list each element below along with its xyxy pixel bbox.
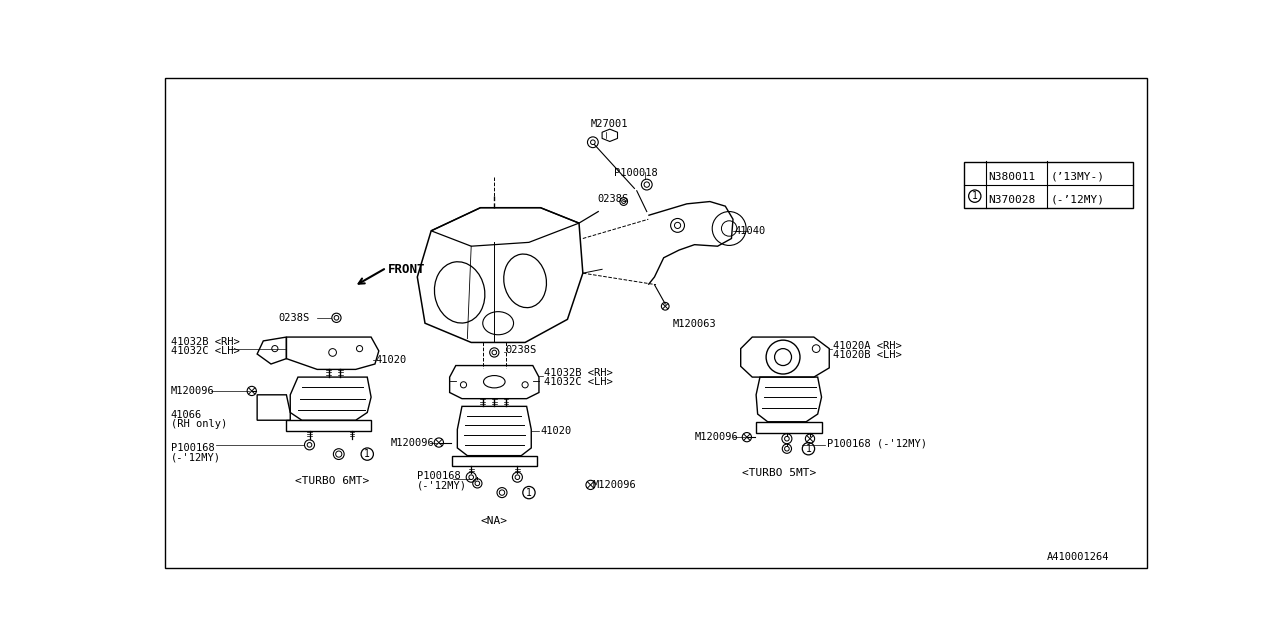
- Text: 1: 1: [972, 191, 978, 201]
- Text: 0238S: 0238S: [506, 345, 538, 355]
- Text: 1: 1: [526, 488, 532, 498]
- Text: 0238S: 0238S: [279, 313, 310, 323]
- Text: <TURBO 6MT>: <TURBO 6MT>: [296, 476, 370, 486]
- Text: A410001264: A410001264: [1047, 552, 1110, 562]
- Text: M120096: M120096: [593, 480, 636, 490]
- Text: N370028: N370028: [988, 195, 1036, 205]
- Text: 41032B <RH>: 41032B <RH>: [544, 368, 613, 378]
- Text: M120096: M120096: [695, 432, 739, 442]
- Text: (RH only): (RH only): [172, 419, 227, 429]
- Text: <TURBO 5MT>: <TURBO 5MT>: [742, 468, 817, 478]
- Text: 0238S: 0238S: [598, 194, 628, 204]
- Text: (-’12MY): (-’12MY): [1050, 195, 1105, 205]
- Text: M120096: M120096: [390, 438, 434, 447]
- Text: 41040: 41040: [735, 226, 765, 236]
- Text: 1: 1: [365, 449, 370, 459]
- Text: M120063: M120063: [673, 319, 717, 330]
- Text: 41032C <LH>: 41032C <LH>: [172, 346, 239, 356]
- Text: P100168: P100168: [417, 471, 461, 481]
- Text: 41020: 41020: [375, 355, 406, 365]
- Text: (’13MY-): (’13MY-): [1050, 172, 1105, 182]
- Text: M120096: M120096: [172, 386, 215, 396]
- Text: 41032C <LH>: 41032C <LH>: [544, 377, 613, 387]
- Text: P100168: P100168: [172, 444, 215, 453]
- Text: 41032B <RH>: 41032B <RH>: [172, 337, 239, 347]
- Text: 41020B <LH>: 41020B <LH>: [833, 350, 902, 360]
- Text: (-'12MY): (-'12MY): [172, 452, 221, 463]
- Text: FRONT: FRONT: [388, 263, 425, 276]
- Text: P100168 (-'12MY): P100168 (-'12MY): [827, 438, 927, 448]
- Text: P100018: P100018: [614, 168, 658, 178]
- Text: (-'12MY): (-'12MY): [417, 480, 467, 490]
- Text: 41020A <RH>: 41020A <RH>: [833, 341, 902, 351]
- Text: 1: 1: [805, 444, 812, 454]
- Text: 41020: 41020: [540, 426, 572, 436]
- Text: <NA>: <NA>: [481, 516, 508, 525]
- Text: M27001: M27001: [590, 119, 628, 129]
- Text: N380011: N380011: [988, 172, 1036, 182]
- Bar: [964, 161, 1133, 208]
- Text: 41066: 41066: [172, 410, 202, 420]
